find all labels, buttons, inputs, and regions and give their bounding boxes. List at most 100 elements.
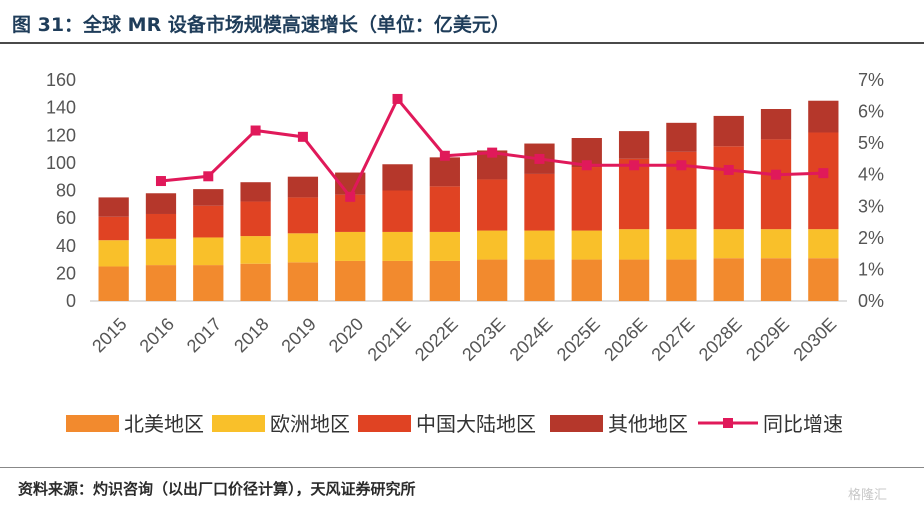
bar-segment	[240, 263, 271, 301]
x-tick-label: 2019	[277, 314, 319, 356]
y-right-tick-label: 2%	[858, 228, 884, 248]
bar-segment	[429, 260, 460, 301]
growth-point	[345, 191, 356, 202]
bar-segment	[808, 100, 839, 133]
x-tick-label: 2018	[230, 314, 272, 356]
growth-point	[392, 93, 403, 104]
bar-segment	[808, 229, 839, 259]
bar-segment	[713, 115, 744, 147]
bar-segment	[571, 167, 602, 231]
y-left-tick-label: 140	[46, 98, 76, 118]
legend-swatch	[66, 415, 119, 432]
y-right-tick-label: 3%	[858, 196, 884, 216]
bar-segment	[98, 266, 129, 301]
source-note: 资料来源：灼识咨询（以出厂口价径计算），天风证券研究所	[18, 480, 416, 498]
growth-point	[297, 131, 308, 142]
bar-segment	[760, 139, 792, 230]
bar-segment	[287, 262, 319, 301]
bar-segment	[335, 260, 366, 301]
bar-segment	[98, 240, 129, 267]
y-left-tick-label: 60	[56, 208, 76, 228]
bar-segment	[713, 229, 744, 259]
growth-point	[203, 171, 214, 182]
x-tick-label: 2024E	[506, 314, 557, 365]
bar-segment	[193, 205, 224, 238]
y-left-tick-label: 80	[56, 181, 76, 201]
bar-segment	[760, 229, 792, 259]
chart-canvas: 0 20 40 60 80 100 120 140 160 0% 1% 2% 3% 4% 5% 6% 7% 201…	[46, 70, 884, 436]
bar-segment	[240, 182, 271, 202]
bar-segment	[145, 193, 177, 214]
growth-point	[723, 164, 734, 175]
bar-segment	[524, 230, 555, 260]
legend-line-marker	[723, 418, 733, 428]
bar-segment	[98, 197, 129, 217]
bar-segment	[287, 197, 319, 234]
growth-point	[676, 160, 687, 171]
bar-segment	[666, 259, 697, 301]
x-tick-label: 2022E	[411, 314, 462, 365]
bar-segment	[193, 237, 224, 266]
bar-segment	[713, 258, 744, 301]
bar-segment	[145, 238, 177, 266]
bar-segment	[808, 132, 839, 230]
legend-label: 同比增速	[763, 412, 843, 436]
bar-segment	[713, 146, 744, 230]
bar-segment	[382, 260, 413, 301]
growth-point	[629, 160, 640, 171]
growth-point	[534, 153, 545, 164]
bar-segment	[477, 179, 508, 231]
growth-point	[818, 168, 829, 179]
chart-title: 图 31：全球 MR 设备市场规模高速增长（单位：亿美元）	[12, 14, 510, 36]
x-tick-label: 2025E	[553, 314, 604, 365]
bar-segment	[145, 265, 177, 301]
growth-point	[155, 176, 166, 187]
y-right-tick-label: 6%	[858, 102, 884, 122]
bar-segment	[98, 216, 129, 241]
bar-segment	[429, 231, 460, 261]
x-tick-label: 2026E	[600, 314, 651, 365]
bar-segment	[618, 229, 650, 260]
x-tick-label: 2015	[88, 314, 130, 356]
bar-segment	[240, 201, 271, 237]
y-right-tick-label: 4%	[858, 165, 884, 185]
y-left-tick-label: 40	[56, 236, 76, 256]
legend-label: 中国大陆地区	[416, 412, 536, 436]
growth-point	[250, 125, 261, 136]
bar-segment	[429, 157, 460, 187]
bar-segment	[524, 173, 555, 231]
legend-swatch	[358, 415, 411, 432]
bar-segment	[808, 258, 839, 301]
bar-segment	[240, 236, 271, 264]
y-left-tick-label: 0	[66, 291, 76, 311]
y-right-tick-label: 0%	[858, 291, 884, 311]
bar-segment	[382, 190, 413, 232]
bar-segment	[618, 259, 650, 301]
legend-label: 北美地区	[124, 412, 204, 436]
bar-segment	[477, 230, 508, 260]
y-left-tick-label: 20	[56, 263, 76, 283]
x-tick-label: 2017	[183, 314, 225, 356]
bar-segment	[382, 164, 413, 191]
footer-divider	[0, 467, 924, 468]
bar-segment	[666, 229, 697, 260]
bar-segment	[429, 186, 460, 232]
bar-segment	[145, 213, 177, 239]
y-left-tick-label: 100	[46, 153, 76, 173]
legend-swatch	[550, 415, 603, 432]
bar-segment	[618, 158, 650, 230]
bar-segment	[193, 265, 224, 301]
bar-segment	[477, 259, 508, 301]
bar-segment	[287, 233, 319, 263]
x-tick-label: 2027E	[647, 314, 698, 365]
bar-segment	[524, 259, 555, 301]
bar-segment	[618, 131, 650, 159]
bar-segment	[571, 230, 602, 260]
growth-point	[771, 169, 782, 180]
watermark: 格隆汇	[848, 488, 888, 503]
growth-point	[487, 147, 498, 158]
growth-point	[581, 160, 592, 171]
title-divider	[0, 42, 924, 44]
bar-segment	[287, 176, 319, 198]
bar-segment	[666, 122, 697, 152]
